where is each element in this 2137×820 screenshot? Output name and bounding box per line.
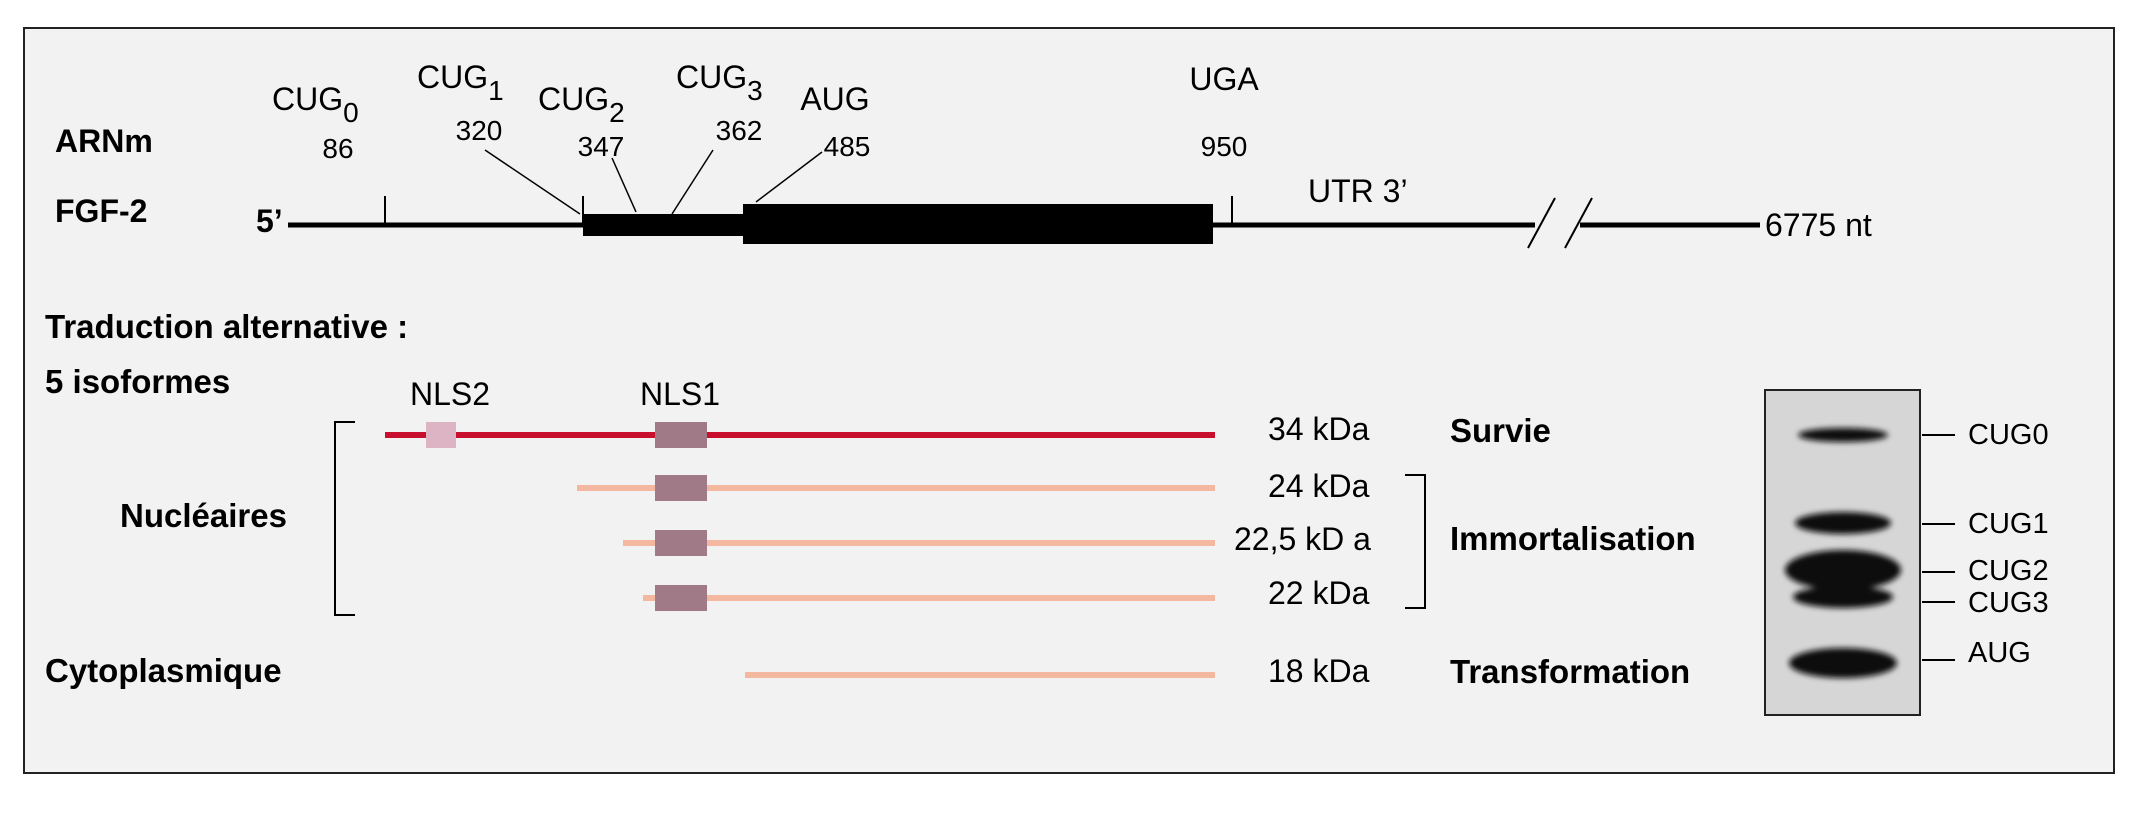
immortalisation-bracket <box>1405 474 1426 609</box>
aug-position: 485 <box>824 131 871 162</box>
cug3-leader <box>671 149 714 215</box>
nuclear-group-label: Nucléaires <box>120 497 287 534</box>
axis-break-mark-2 <box>1564 197 1593 249</box>
nls1-box-22kda <box>655 585 707 611</box>
translation-title: Traduction alternative : <box>45 308 408 345</box>
nls1-box-24kda <box>655 475 707 501</box>
band-cug1 <box>1795 512 1891 534</box>
cug2-leader <box>611 157 637 213</box>
isoform-count-title: 5 isoformes <box>45 363 230 400</box>
cug3-site-label: CUG3 <box>676 59 763 106</box>
aug-site-label: AUG <box>800 81 869 117</box>
cug-extension-region <box>583 214 743 236</box>
blot-label-cug2: CUG2 <box>1968 555 2049 587</box>
nls1-box-22-5kda <box>655 530 707 556</box>
blot-label-cug3: CUG3 <box>1968 587 2049 619</box>
cug1-site-label: CUG1 <box>417 59 504 106</box>
blot-label-cug0: CUG0 <box>1968 419 2049 451</box>
band-cug2 <box>1785 550 1901 590</box>
band-cug0 <box>1798 428 1888 442</box>
nls1-label: NLS1 <box>640 376 720 412</box>
nls2-box <box>426 422 456 448</box>
cug2-position: 347 <box>578 131 625 162</box>
mass-24kda: 24 kDa <box>1268 468 1370 504</box>
cug1-leader <box>484 149 581 215</box>
mass-34kda: 34 kDa <box>1268 411 1370 447</box>
aug-leader <box>755 151 823 203</box>
cytoplasmic-group-label: Cytoplasmique <box>45 652 282 689</box>
nls2-label: NLS2 <box>410 376 490 412</box>
role-survie: Survie <box>1450 412 1551 449</box>
coding-region-aug <box>743 204 1213 244</box>
blot-label-cug1: CUG1 <box>1968 508 2049 540</box>
axis-break-mark-1 <box>1527 197 1556 249</box>
role-immortalisation: Immortalisation <box>1450 520 1696 557</box>
band-aug <box>1789 648 1897 678</box>
role-transformation: Transformation <box>1450 653 1690 690</box>
nuclear-bracket <box>334 421 355 616</box>
cug0-position: 86 <box>322 133 353 164</box>
nls1-box-34kda <box>655 422 707 448</box>
mrna-length-label: 6775 nt <box>1765 207 1872 243</box>
uga-site-label: UGA <box>1189 61 1259 97</box>
five-prime-label: 5’ <box>256 203 283 239</box>
cug3-position: 362 <box>716 115 763 146</box>
mass-22kda: 22 kDa <box>1268 575 1370 611</box>
gene-label: FGF-2 <box>55 193 147 229</box>
cug0-site-label: CUG0 <box>272 81 359 128</box>
cug1-position: 320 <box>456 115 503 146</box>
mass-22-5kda: 22,5 kD a <box>1234 521 1371 557</box>
blot-label-aug: AUG <box>1968 637 2031 669</box>
band-cug3 <box>1793 586 1893 608</box>
mass-18kda: 18 kDa <box>1268 653 1370 689</box>
blot-bands <box>1785 428 1901 678</box>
mrna-label: ARNm <box>55 123 153 159</box>
cug2-site-label: CUG2 <box>538 81 625 128</box>
uga-position: 950 <box>1201 131 1248 162</box>
utr3-label: UTR 3’ <box>1308 173 1408 209</box>
